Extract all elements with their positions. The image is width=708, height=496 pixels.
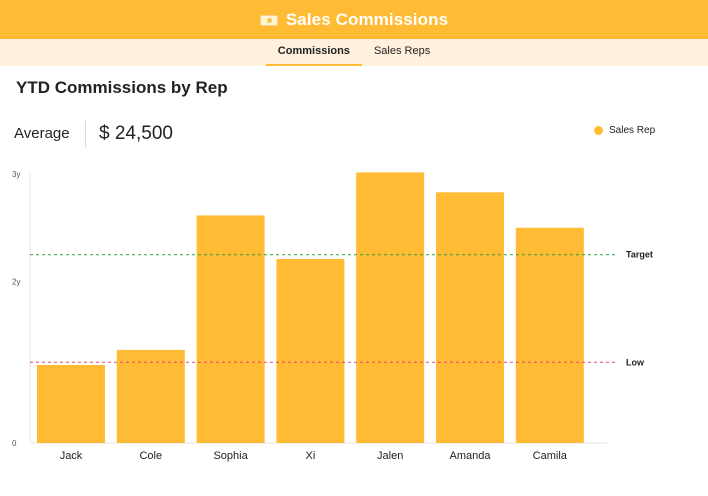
money-bill-icon — [259, 14, 278, 26]
average-label: Average — [14, 125, 70, 142]
legend-swatch — [594, 126, 603, 135]
x-tick-label: Jack — [60, 450, 83, 462]
average-value: $ 24,500 — [99, 123, 173, 144]
bar[interactable] — [116, 349, 185, 443]
tab-sales-reps[interactable]: Sales Reps — [373, 45, 431, 57]
summary-divider — [85, 121, 86, 148]
tab-bar: Commissions Sales Reps — [0, 39, 708, 66]
bar[interactable] — [515, 227, 584, 443]
legend-label: Sales Rep — [609, 125, 656, 136]
y-tick-label: 2y — [12, 278, 20, 287]
bar[interactable] — [276, 259, 345, 443]
bar[interactable] — [196, 215, 265, 443]
y-tick-label: 0 — [12, 439, 17, 448]
bar[interactable] — [356, 172, 425, 444]
tab-commissions[interactable]: Commissions — [265, 39, 362, 66]
chart-legend: Sales Rep — [594, 125, 655, 136]
bar[interactable] — [436, 192, 504, 443]
reference-line-label: Low — [626, 357, 645, 367]
x-tick-label: Xi — [306, 450, 316, 462]
reference-line-label: Target — [626, 250, 653, 260]
x-tick-label: Sophia — [213, 450, 248, 462]
x-tick-label: Jalen — [377, 450, 403, 462]
x-tick-label: Cole — [139, 450, 162, 462]
x-tick-label: Camila — [533, 450, 568, 462]
page-title: YTD Commissions by Rep — [16, 78, 228, 97]
x-tick-label: Amanda — [450, 450, 492, 462]
commissions-bar-chart: 0 2y 3y Jack Cole Sophia Xi Jalen Amanda Camila Ta… — [12, 170, 653, 462]
title-bar: Sales Commissions — [0, 0, 708, 39]
bar[interactable] — [37, 364, 105, 443]
app-title: Sales Commissions — [285, 9, 449, 29]
y-tick-label: 3y — [12, 170, 20, 179]
